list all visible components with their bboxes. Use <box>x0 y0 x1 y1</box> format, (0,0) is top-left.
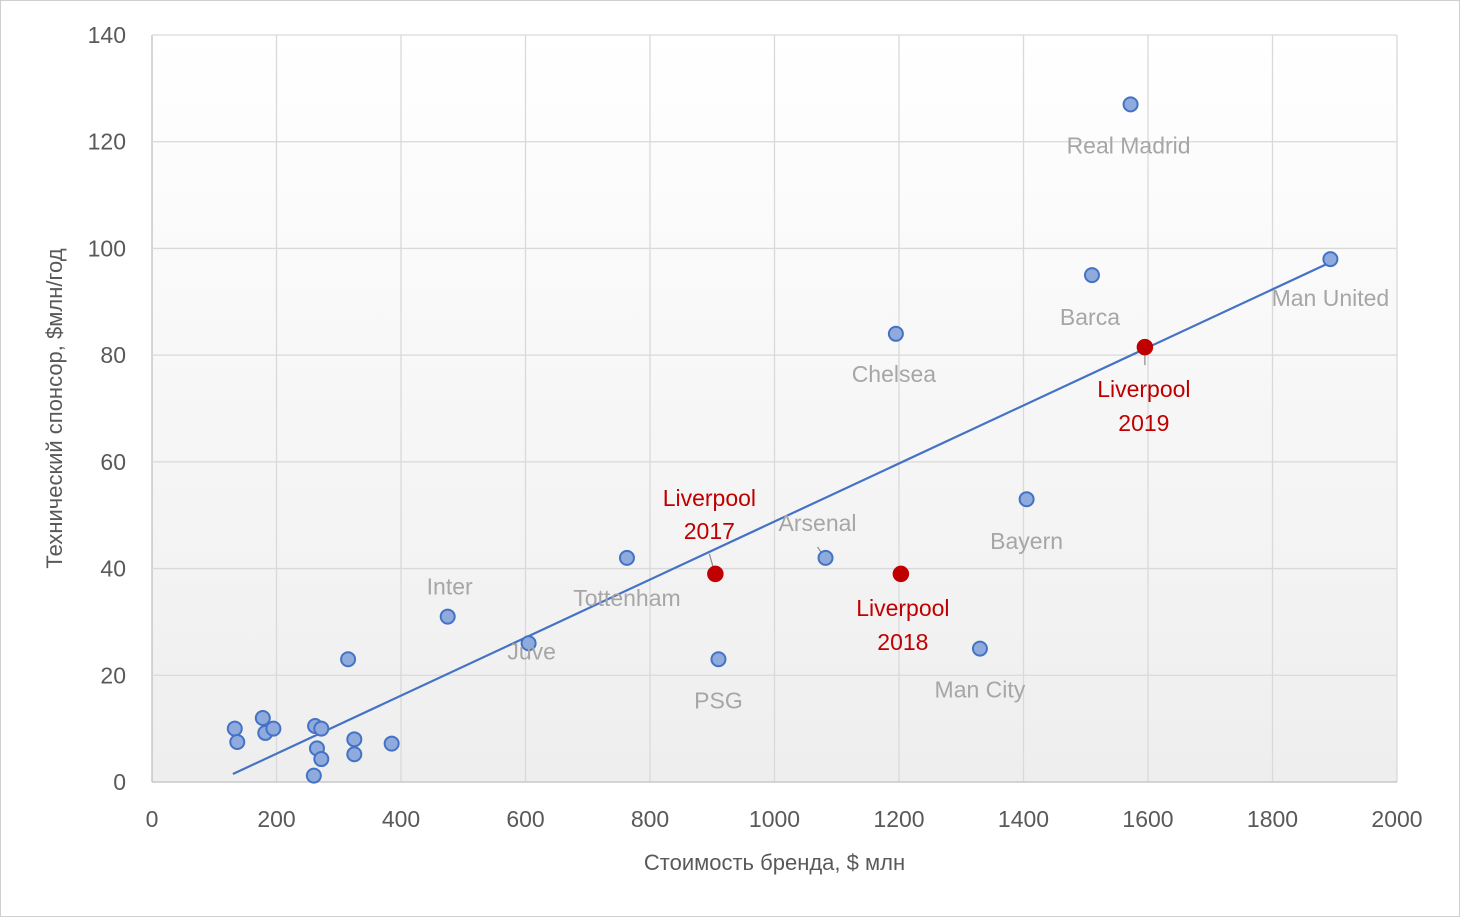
data-point <box>971 640 988 657</box>
y-tick-label: 140 <box>88 22 126 48</box>
point-label: Arsenal <box>779 510 857 536</box>
highlight-label: Liverpool <box>663 485 756 511</box>
point-label: Tottenham <box>573 585 680 611</box>
x-tick-label: 1800 <box>1247 806 1298 832</box>
highlight-label: Liverpool <box>856 595 949 621</box>
data-point <box>340 651 357 668</box>
x-tick-label: 1200 <box>873 806 924 832</box>
point-label: Man City <box>935 677 1026 703</box>
y-tick-label: 120 <box>88 129 126 155</box>
leader-line <box>708 553 714 569</box>
data-point <box>817 549 834 566</box>
highlight-label-year: 2018 <box>877 629 928 655</box>
x-tick-label: 800 <box>631 806 669 832</box>
data-point <box>618 549 635 566</box>
data-point <box>346 731 363 748</box>
point-label: Inter <box>427 574 473 600</box>
highlight-label-year: 2017 <box>684 518 735 544</box>
data-point <box>520 635 537 652</box>
point-label: Bayern <box>990 528 1063 554</box>
y-tick-label: 0 <box>113 769 126 795</box>
point-label: Real Madrid <box>1067 132 1191 158</box>
x-tick-label: 1000 <box>749 806 800 832</box>
vertical-gridlines <box>151 35 1398 782</box>
data-point <box>439 608 456 625</box>
data-point <box>887 325 904 342</box>
point-label: Chelsea <box>852 361 937 387</box>
point-label: Barca <box>1060 304 1120 330</box>
x-tick-label: 1600 <box>1122 806 1173 832</box>
horizontal-gridlines <box>152 34 1397 783</box>
data-point <box>1322 251 1339 268</box>
data-point <box>710 651 727 668</box>
y-axis-title: Технический спонсор, $млн/год <box>42 248 67 568</box>
x-axis-title: Стоимость бренда, $ млн <box>644 850 905 875</box>
data-point <box>1122 96 1139 113</box>
x-tick-label: 600 <box>506 806 544 832</box>
y-tick-label: 40 <box>100 556 126 582</box>
y-tick-label: 60 <box>100 449 126 475</box>
x-axis-ticks: 0 200 400 600 800 1000 1200 1400 1600 1800 2000 <box>146 806 1423 832</box>
x-tick-label: 400 <box>382 806 420 832</box>
data-point <box>346 746 363 763</box>
data-point <box>265 720 282 737</box>
highlight-label-year: 2019 <box>1118 410 1169 436</box>
data-point <box>254 709 271 726</box>
data-point <box>226 720 243 737</box>
data-point <box>1083 267 1100 284</box>
x-tick-label: 0 <box>146 806 159 832</box>
data-point <box>313 720 330 737</box>
y-axis-ticks: 0 20 40 60 80 100 120 140 <box>88 22 126 795</box>
point-label: Man United <box>1272 285 1390 311</box>
data-points <box>226 96 1339 784</box>
highlight-point <box>707 565 724 583</box>
highlight-point <box>892 565 910 583</box>
x-tick-label: 1400 <box>998 806 1049 832</box>
highlight-label: Liverpool <box>1097 376 1190 402</box>
data-point <box>383 735 400 752</box>
x-tick-label: 2000 <box>1371 806 1422 832</box>
y-tick-label: 100 <box>88 235 126 261</box>
highlight-point <box>1136 338 1154 356</box>
data-point <box>1018 491 1035 508</box>
data-point <box>229 733 246 750</box>
point-label: Juve <box>507 638 556 664</box>
data-point <box>313 751 330 768</box>
point-labels: Real Madrid Barca Man United Chelsea Bayern A… <box>427 132 1390 713</box>
point-label: PSG <box>694 687 743 713</box>
x-tick-label: 200 <box>257 806 295 832</box>
y-tick-label: 20 <box>100 662 126 688</box>
y-tick-label: 80 <box>100 342 126 368</box>
data-point <box>305 767 322 784</box>
